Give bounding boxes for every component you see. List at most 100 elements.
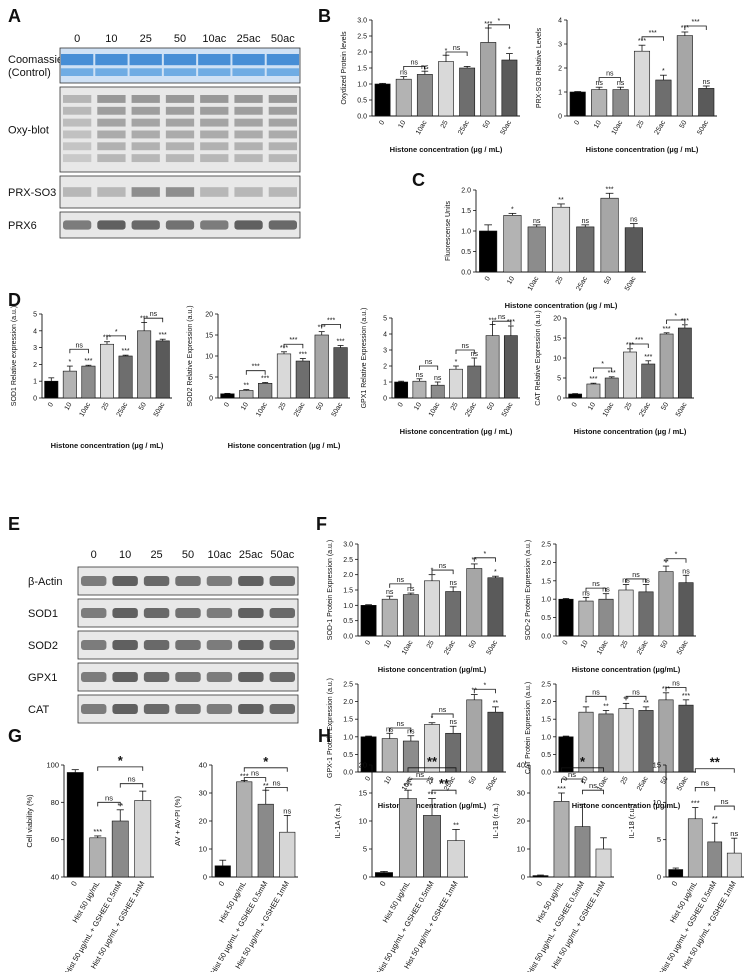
panel-a-row-label: (Control) [8,67,51,79]
significance-label: ns [386,589,394,596]
bracket-label: ns [75,342,83,349]
bar [503,335,518,399]
x-tick-label: 50ac [696,119,710,136]
panel-a-band [95,68,128,76]
panel-e-band [175,607,201,619]
panel-a-band [63,220,92,230]
bar [466,699,483,773]
bar [416,74,433,117]
bar [655,79,672,117]
panel-a-lane-label: 50ac [271,33,295,45]
significance-label: *** [662,326,670,333]
y-tick-label: 0.0 [541,634,551,641]
chart-f2: 0.0 0.5 1.0 1.5 2.0 2.5 0 ns 10 ns 10ac ns 25 ns 25ac *… [525,540,696,674]
bar [467,365,482,399]
panel-e-band [112,575,138,587]
bracket-label: ns [498,314,506,321]
bar [381,598,398,637]
x-tick-label: 25 [620,639,630,649]
bracket-label: ns [721,797,729,806]
y-tick-label: 30 [517,789,525,798]
chart-f4: 0.00.51.01.52.02.50*10**10ac**25**25ac**… [525,681,696,810]
chart-d1: 0123450*10***10ac***25***25ac***50***50a… [11,306,172,418]
significance-bracket [585,587,607,593]
panel-letter-b: B [318,6,331,26]
panel-e-band [238,671,264,683]
bracket-label: *** [691,19,699,26]
bar [258,382,273,399]
x-tick-label: 25 [620,775,630,785]
y-tick-label: 0 [363,873,367,882]
significance-label: *** [93,827,102,836]
panel-letter-a: A [8,6,21,26]
panel-a-band [200,187,229,197]
panel-a-band [268,187,297,197]
bar [399,798,417,878]
bracket-label: ns [568,770,576,779]
significance-label: * [494,569,497,576]
panel-a-row-label: PRX6 [8,220,37,232]
x-tick-label: 10 [64,401,74,411]
y-tick-label: 20 [517,817,525,826]
bracket-label: ** [427,754,438,769]
y-tick-label: 1.5 [343,588,353,595]
panel-a-band [95,54,128,66]
bar [89,837,107,878]
y-tick-label: 1.5 [541,717,551,724]
significance-label: ** [712,814,718,823]
bar [558,736,574,773]
panel-letter-d: D [8,290,21,310]
y-tick-label: 2.5 [541,542,551,549]
chart-d2: 0 5 10 15 20 0 ** 10 *** 10ac *** 25 *** 25ac *** 50 ***… [187,305,350,418]
x-tick-label: 0 [217,880,227,888]
bar [487,711,504,773]
panel-a-band [63,142,92,151]
panel-e-band [238,639,264,651]
y-tick-label: 1 [33,379,37,386]
panel-a-lane-label: 50 [174,33,186,45]
significance-bracket [407,778,433,783]
panel-a-band [234,130,263,139]
y-tick-label: 0.0 [541,770,551,777]
significance-label: *** [691,799,700,808]
panel-e-band [143,607,170,619]
bar [402,594,419,637]
x-tick-label: 25 [636,119,646,129]
bar [423,815,441,878]
y-tick-label: 2.5 [343,557,353,564]
bar [374,83,391,117]
y-tick-label: 0.0 [461,270,471,277]
x-axis-label: Histone concentration (µg/mL) [572,801,681,810]
significance-bracket [666,319,686,324]
panel-e-band [206,671,233,683]
panel-a-band [200,154,229,163]
y-tick-label: 0.5 [343,618,353,625]
y-tick-label: 2 [558,66,562,73]
y-tick-label: 15 [553,336,561,343]
bracket-label: ns [150,311,158,318]
bar [618,589,634,637]
x-tick-label: 10 [580,639,590,649]
bracket-label: * [601,361,604,368]
y-axis-label: AV + AV-PI (%) [173,796,182,846]
panel-e-row-label: SOD1 [28,608,58,620]
panel-e-band [206,607,233,619]
bar [586,383,601,399]
panel-a-band [165,130,195,139]
y-tick-label: 5 [657,835,661,844]
significance-bracket [403,66,426,71]
panel-a-band [131,187,160,197]
x-tick-label: 0 [378,119,386,126]
significance-label: ** [244,383,250,390]
bracket-label: ns [425,359,433,366]
y-axis-label: PRX-SO3 Relative Levels [536,27,543,108]
x-tick-label: 50 [660,775,670,785]
significance-label: ** [643,700,649,707]
x-tick-label: 10ac [415,119,429,136]
bar [236,781,253,878]
panel-a-band [165,154,195,163]
x-tick-label: 0 [397,401,405,408]
panel-a-row-label: Coomassie [8,54,63,66]
bar [668,869,684,878]
